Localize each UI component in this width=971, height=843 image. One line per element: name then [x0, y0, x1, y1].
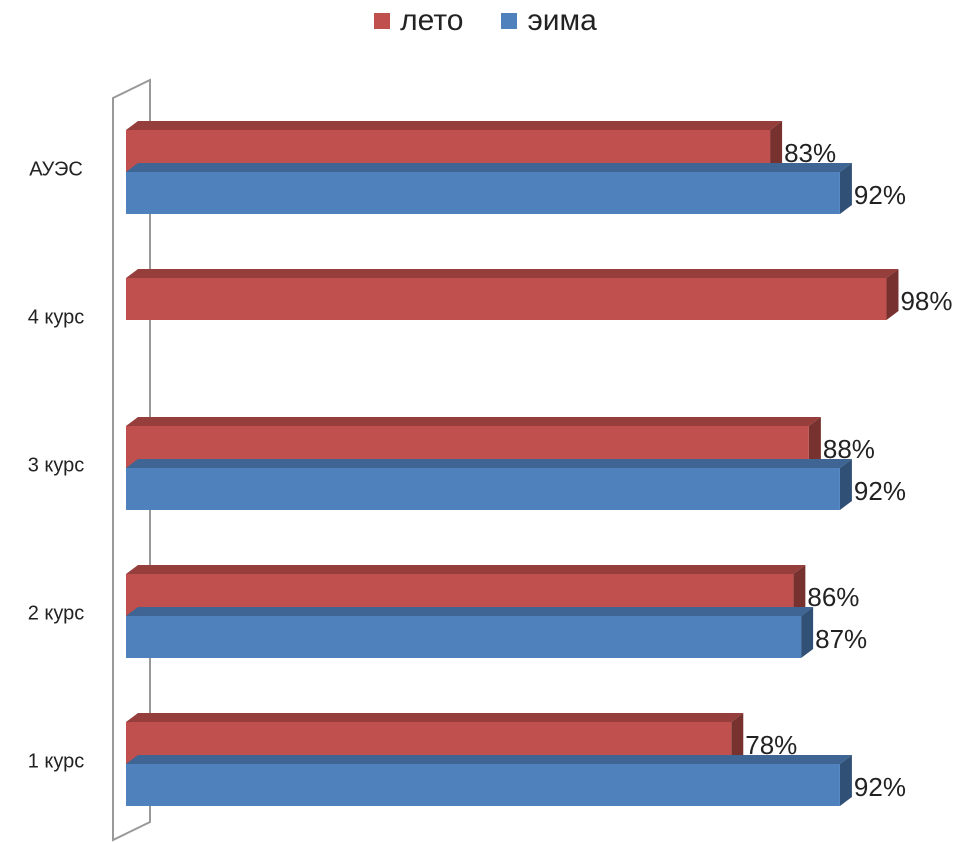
bar-top [126, 459, 852, 468]
legend-item-summer: лето [374, 4, 463, 38]
category-label: 2 курс [28, 602, 85, 624]
bar-side [793, 565, 806, 616]
category-label: 4 курс [28, 306, 85, 328]
data-label: 87% [815, 624, 867, 654]
bar-side [839, 163, 852, 214]
bar-top [126, 121, 783, 130]
category-label: 1 курс [28, 750, 85, 772]
legend-item-winter: эима [501, 4, 597, 38]
bar-side [770, 121, 783, 172]
bar-winter [126, 468, 840, 510]
data-label: 86% [807, 582, 859, 612]
bar-side [886, 269, 899, 320]
bar-side [801, 607, 814, 658]
bar-top [126, 269, 899, 278]
bar-top [126, 607, 814, 616]
chart-legend: лето эима [0, 4, 971, 38]
bar-winter [126, 764, 840, 806]
data-label: 92% [854, 772, 906, 802]
bar-side [808, 417, 821, 468]
legend-label-winter: эима [527, 4, 597, 37]
bar-top [126, 755, 852, 764]
bar-top [126, 417, 821, 426]
data-label: 92% [854, 180, 906, 210]
bar-side [731, 713, 744, 764]
legend-swatch-summer [374, 13, 391, 29]
bar-side [839, 755, 852, 806]
category-label: 3 курс [28, 454, 85, 476]
bar-winter [126, 172, 840, 214]
legend-label-summer: лето [400, 4, 464, 37]
legend-swatch-winter [501, 13, 518, 29]
data-label: 92% [854, 476, 906, 506]
category-label: АУЭС [29, 158, 83, 180]
bar-top [126, 565, 806, 574]
bar-top [126, 163, 852, 172]
bar-side [839, 459, 852, 510]
axis-wall [112, 78, 151, 842]
bar-winter [126, 616, 802, 658]
bar-summer [126, 278, 887, 320]
bar-top [126, 713, 744, 722]
data-label: 98% [900, 286, 952, 316]
